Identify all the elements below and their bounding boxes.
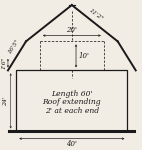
Text: 24': 24' [3, 96, 8, 106]
Bar [16, 70, 127, 131]
Text: 20': 20' [66, 26, 77, 34]
Text: 2' at each end: 2' at each end [45, 107, 99, 115]
Text: 40': 40' [66, 140, 77, 148]
Text: 16'5": 16'5" [8, 38, 21, 54]
Text: 10': 10' [79, 52, 90, 60]
Text: Length 60': Length 60' [51, 90, 93, 98]
Text: 11'2": 11'2" [88, 8, 104, 22]
Text: 1'6": 1'6" [2, 57, 7, 69]
Text: Roof extending: Roof extending [43, 98, 101, 106]
